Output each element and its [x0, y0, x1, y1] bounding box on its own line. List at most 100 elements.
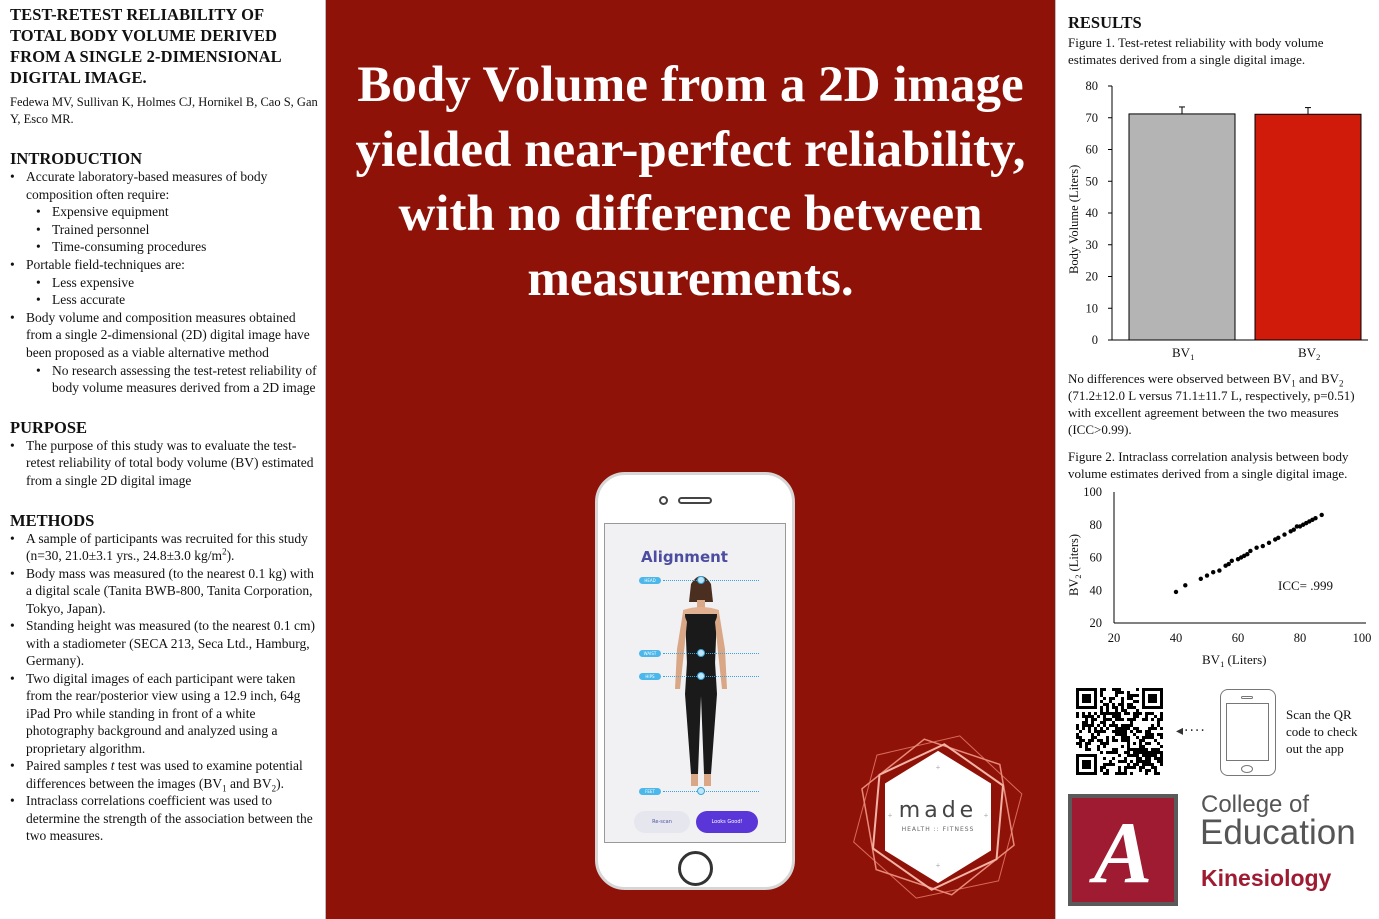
qr-module — [1136, 715, 1139, 718]
qr-module — [1124, 760, 1127, 763]
phone-screen: Alignment HEAD WAIST — [604, 523, 786, 843]
qr-module — [1097, 739, 1100, 742]
guide-handle[interactable] — [697, 787, 705, 795]
qr-module — [1082, 724, 1085, 727]
guide-handle[interactable] — [697, 649, 705, 657]
purpose-list: The purpose of this study was to evaluat… — [10, 437, 319, 490]
qr-module — [1160, 712, 1163, 715]
qr-module — [1139, 712, 1142, 715]
qr-module — [1136, 700, 1139, 703]
qr-module — [1121, 718, 1124, 721]
scatter-point — [1173, 589, 1179, 595]
qr-module — [1151, 718, 1154, 721]
qr-module — [1094, 736, 1097, 739]
looks-good-button[interactable]: Looks Good! — [696, 811, 758, 833]
qr-module — [1124, 751, 1127, 754]
qr-module — [1109, 700, 1112, 703]
methods-heading: METHODS — [10, 510, 95, 530]
qr-module — [1085, 724, 1088, 727]
home-button[interactable] — [678, 851, 713, 886]
qr-module — [1115, 691, 1118, 694]
y-tick-label: 20 — [1090, 616, 1103, 630]
scatter-point — [1204, 573, 1210, 578]
qr-module — [1127, 703, 1130, 706]
qr-module — [1088, 715, 1091, 718]
qr-module — [1124, 736, 1127, 739]
list-item: Expensive equipment — [26, 203, 319, 221]
qr-module — [1088, 748, 1091, 751]
qr-module — [1151, 712, 1154, 715]
qr-module — [1115, 739, 1118, 742]
phone-mockup: Alignment HEAD WAIST — [595, 472, 795, 890]
scatter-point — [1198, 576, 1203, 581]
qr-module — [1130, 703, 1133, 706]
qr-module — [1160, 751, 1163, 754]
scatter-point — [1260, 543, 1265, 549]
qr-module — [1127, 727, 1130, 730]
qr-module — [1136, 688, 1139, 691]
qr-module — [1151, 727, 1154, 730]
qr-module — [1130, 754, 1133, 757]
qr-module — [1115, 748, 1118, 751]
qr-module — [1121, 706, 1124, 709]
y-axis-label: BV2 (Liters) — [1067, 534, 1083, 596]
x-tick-label: BV2 — [1298, 345, 1320, 362]
qr-module — [1121, 739, 1124, 742]
qr-module — [1148, 712, 1151, 715]
qr-module — [1157, 760, 1160, 763]
guide-line — [663, 676, 759, 677]
svg-text:+: + — [936, 861, 941, 870]
college-line1: College of — [1201, 791, 1310, 818]
qr-module — [1127, 748, 1130, 751]
qr-module — [1130, 718, 1133, 721]
list-item: Less expensive — [26, 274, 319, 292]
scatter-point — [1226, 561, 1231, 567]
qr-module — [1121, 733, 1124, 736]
qr-module — [1136, 757, 1139, 760]
text: and BV — [226, 775, 272, 791]
qr-module — [1106, 709, 1109, 712]
qr-module — [1142, 745, 1145, 748]
qr-module — [1154, 751, 1157, 754]
qr-module — [1136, 754, 1139, 757]
svg-text:+: + — [888, 811, 893, 820]
qr-module — [1100, 700, 1103, 703]
qr-module — [1124, 757, 1127, 760]
qr-module — [1145, 757, 1148, 760]
qr-module — [1139, 751, 1142, 754]
qr-module — [1124, 727, 1127, 730]
list-item: No research assessing the test-retest re… — [26, 362, 319, 397]
qr-module — [1154, 715, 1157, 718]
qr-module — [1112, 751, 1115, 754]
qr-module — [1154, 727, 1157, 730]
guide-tag: WAIST — [639, 650, 661, 657]
qr-module — [1154, 766, 1157, 769]
qr-module — [1103, 763, 1106, 766]
qr-module — [1127, 697, 1130, 700]
qr-module — [1106, 763, 1109, 766]
qr-module — [1100, 712, 1103, 715]
qr-module — [1154, 772, 1157, 775]
qr-module — [1118, 703, 1121, 706]
guide-handle[interactable] — [697, 672, 705, 680]
qr-module — [1091, 739, 1094, 742]
scatter-point — [1313, 516, 1318, 521]
qr-module — [1097, 733, 1100, 736]
qr-module — [1106, 727, 1109, 730]
qr-module — [1142, 760, 1145, 763]
qr-code-icon[interactable] — [1076, 688, 1163, 775]
rescan-button[interactable]: Re-scan — [634, 811, 690, 833]
qr-module — [1157, 718, 1160, 721]
speaker-icon — [1241, 696, 1253, 699]
qr-module — [1115, 727, 1118, 730]
qr-module — [1145, 718, 1148, 721]
guide-handle[interactable] — [697, 576, 705, 584]
right-panel: RESULTS Figure 1. Test-retest reliabilit… — [1055, 0, 1379, 919]
qr-module — [1100, 721, 1103, 724]
list-item: Paired samples t test was used to examin… — [10, 757, 319, 793]
qr-module — [1109, 712, 1112, 715]
qr-module — [1160, 763, 1163, 766]
qr-module — [1115, 730, 1118, 733]
qr-module — [1085, 715, 1088, 718]
bullet-text: Accurate laboratory-based measures of bo… — [26, 169, 268, 202]
